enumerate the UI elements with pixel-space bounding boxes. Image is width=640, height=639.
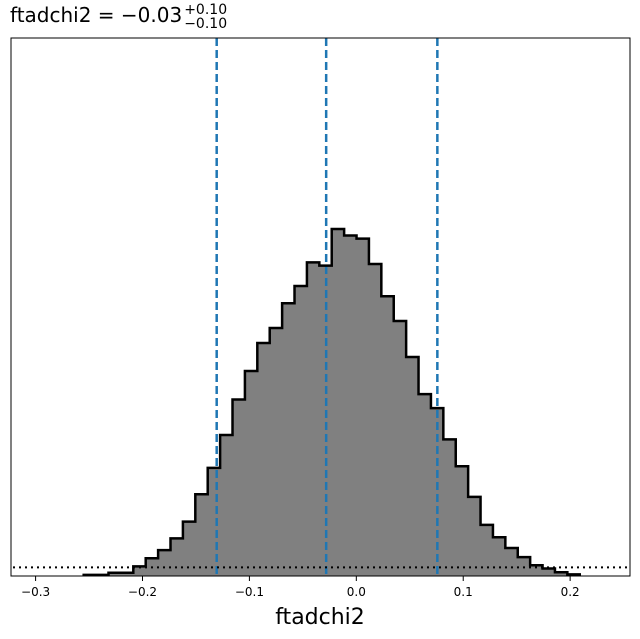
title-lower-error: −0.10 <box>184 16 227 32</box>
x-tick-label-4: 0.1 <box>454 585 473 599</box>
chart-title: ftadchi2 = −0.03 <box>10 3 182 27</box>
x-tick-label-3: 0.0 <box>347 585 366 599</box>
plot-area <box>10 37 631 577</box>
x-axis-label: ftadchi2 <box>275 605 365 630</box>
histogram-outline <box>82 227 582 577</box>
title-main-text: ftadchi2 = −0.03 <box>10 3 182 27</box>
x-tick-label-5: 0.2 <box>561 585 580 599</box>
x-axis-ticks: −0.3 −0.2 −0.1 0.0 0.1 0.2 <box>21 576 580 599</box>
quantile-lines <box>215 38 439 576</box>
x-tick-label-1: −0.2 <box>128 585 157 599</box>
title-upper-error: +0.10 <box>184 2 227 18</box>
plot-frame <box>10 37 631 577</box>
x-tick-label-0: −0.3 <box>21 585 50 599</box>
x-tick-label-2: −0.1 <box>235 585 264 599</box>
